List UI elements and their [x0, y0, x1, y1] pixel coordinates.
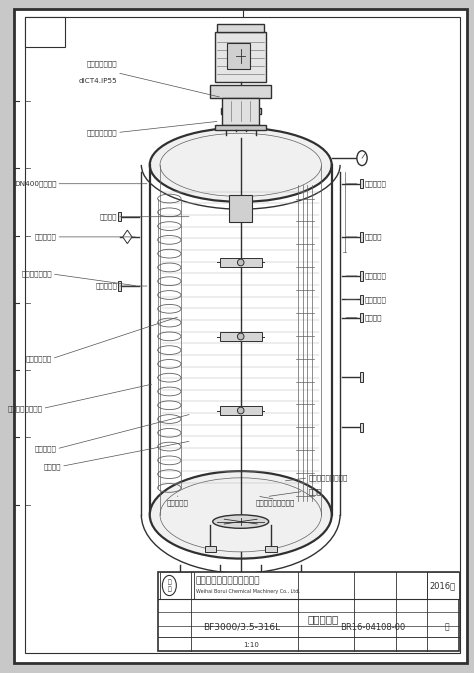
Text: 进气进口气体分布器: 进气进口气体分布器	[256, 499, 295, 506]
Text: 夹层进料器: 夹层进料器	[35, 234, 56, 240]
Text: 博
锐: 博 锐	[167, 579, 171, 592]
Bar	[265, 546, 277, 552]
Text: 盘管进出口: 盘管进出口	[95, 283, 117, 289]
Ellipse shape	[237, 407, 244, 414]
Polygon shape	[123, 230, 132, 244]
Bar	[215, 32, 266, 82]
Text: DN400中心人孔: DN400中心人孔	[14, 180, 56, 187]
Ellipse shape	[357, 151, 367, 166]
Bar	[168, 616, 313, 623]
Bar	[220, 258, 262, 267]
Bar	[360, 271, 364, 281]
Bar	[25, 17, 65, 47]
Ellipse shape	[237, 259, 244, 266]
Bar	[360, 232, 364, 242]
Bar	[360, 423, 364, 432]
Text: 检测温度计: 检测温度计	[365, 180, 386, 187]
Text: 氮化反应器: 氮化反应器	[308, 614, 339, 624]
Text: 防爆电机减速机: 防爆电机减速机	[86, 61, 117, 67]
Text: BF3000/3.5-316L: BF3000/3.5-316L	[203, 623, 280, 632]
Bar	[360, 179, 364, 188]
Bar	[160, 572, 193, 599]
Text: 下吉板: 下吉板	[309, 488, 321, 495]
Text: dⅠCT4.IP55: dⅠCT4.IP55	[78, 78, 117, 84]
Text: 高效自吸式涉温器: 高效自吸式涉温器	[8, 405, 43, 412]
Text: 图: 图	[445, 623, 449, 632]
Text: 夹层进出口: 夹层进出口	[167, 499, 189, 506]
Text: 盘管进出口: 盘管进出口	[365, 273, 386, 279]
Text: 夹层进出口: 夹层进出口	[365, 296, 386, 303]
Text: 内冷盘管: 内冷盘管	[365, 314, 382, 321]
Bar	[222, 98, 259, 125]
Text: 上盘进口: 上盘进口	[100, 213, 117, 220]
Bar	[221, 108, 261, 114]
Bar	[227, 43, 250, 69]
Text: 上进料管: 上进料管	[44, 463, 61, 470]
Bar	[218, 24, 264, 32]
Text: 威海博锐化工机械有限公司: 威海博锐化工机械有限公司	[196, 576, 260, 585]
Bar	[215, 125, 266, 130]
Text: BR16-04108-00: BR16-04108-00	[340, 623, 405, 632]
Bar	[229, 579, 252, 584]
Text: 进气进口气体分布器: 进气进口气体分布器	[309, 474, 348, 481]
Text: 磁力图合启动器: 磁力图合启动器	[86, 129, 117, 136]
Text: Weihai Borui Chemical Machinery Co., Ltd.: Weihai Borui Chemical Machinery Co., Ltd…	[196, 589, 300, 594]
Bar	[360, 313, 364, 322]
Bar	[205, 546, 216, 552]
Ellipse shape	[213, 515, 269, 528]
Text: 1:10: 1:10	[243, 642, 259, 647]
Text: 桦叶圆座涂能: 桦叶圆座涂能	[26, 355, 52, 362]
Ellipse shape	[162, 575, 176, 596]
Bar	[158, 572, 459, 651]
Bar	[229, 195, 252, 222]
Ellipse shape	[150, 128, 332, 202]
Bar	[210, 85, 271, 98]
Bar	[118, 281, 121, 291]
Bar	[220, 332, 262, 341]
Bar	[360, 295, 364, 304]
Bar	[220, 406, 262, 415]
Text: 四层叶桨框: 四层叶桨框	[35, 446, 56, 452]
Ellipse shape	[237, 333, 244, 340]
Bar	[360, 372, 364, 382]
Bar	[427, 572, 459, 599]
Ellipse shape	[150, 471, 332, 559]
Bar	[118, 212, 121, 221]
Text: 2016年: 2016年	[429, 581, 456, 590]
Text: 搴拌桨（空心）: 搴拌桨（空心）	[21, 271, 52, 277]
Text: 温度套管: 温度套管	[365, 234, 382, 240]
